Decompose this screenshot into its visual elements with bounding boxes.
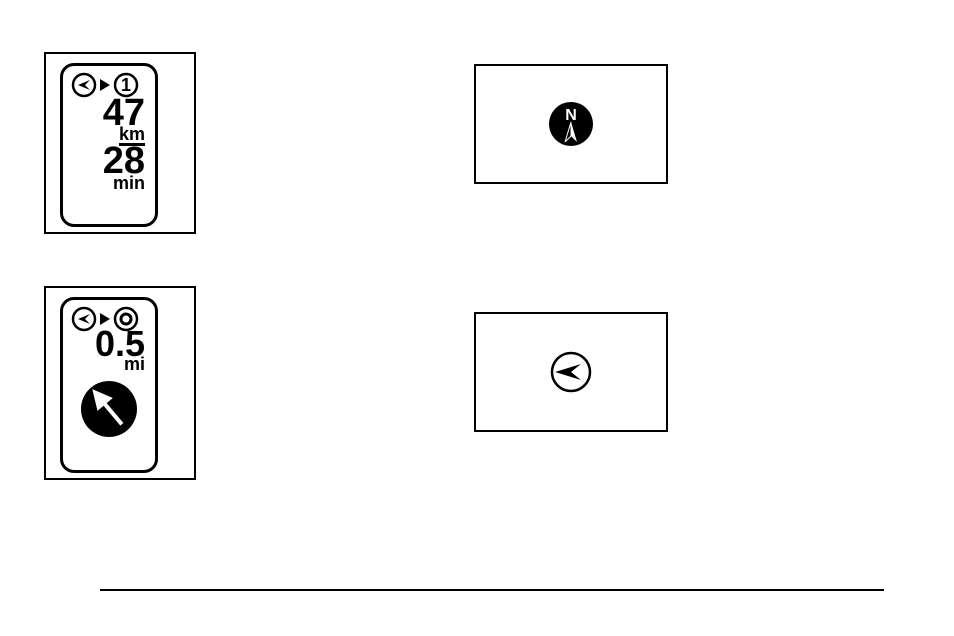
device-screen-bearing: 0.5 mi: [60, 297, 158, 473]
divider-rule: [100, 589, 884, 591]
time-unit: min: [113, 175, 145, 191]
panel-bottom-right: [474, 312, 668, 432]
heading-cursor-icon: [71, 72, 97, 98]
panel-bottom-left: 0.5 mi: [44, 286, 196, 480]
panel-top-left: 1 47 km 28 min: [44, 52, 196, 234]
panel-top-right: N: [474, 64, 668, 184]
north-compass-icon: N: [547, 100, 595, 148]
device-screen-distance-time: 1 47 km 28 min: [60, 63, 158, 227]
bearing-arrow-icon: [77, 377, 141, 441]
play-small-icon: [99, 77, 111, 93]
distance-unit: mi: [124, 356, 145, 372]
north-letter: N: [565, 107, 577, 124]
heading-pointer-icon: [549, 350, 593, 394]
heading-cursor-icon: [71, 306, 97, 332]
